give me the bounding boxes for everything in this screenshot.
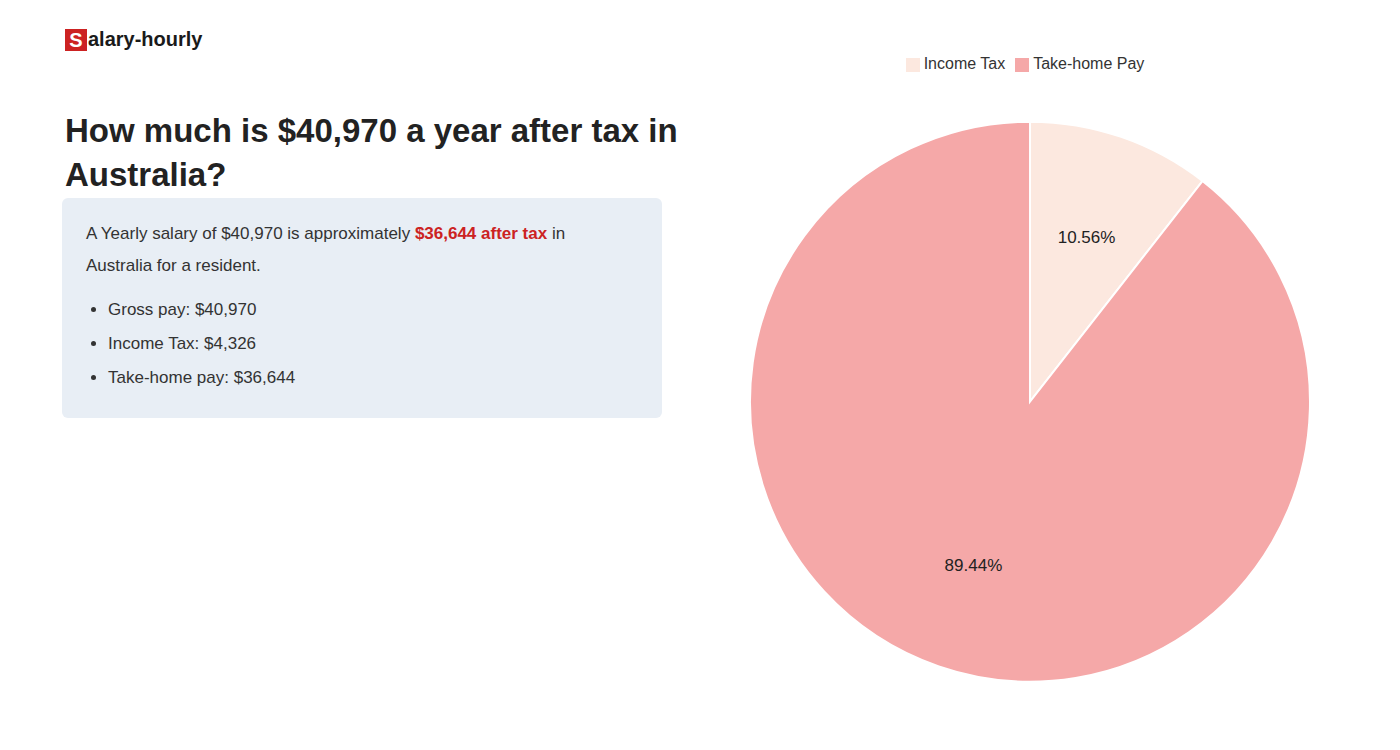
html-text:How much is $40,970 a year aft: How much is $40,970 a year after tax in [65, 112, 678, 149]
html-text:Gross pay: $40,970: Gross pay: $40,970 [108, 300, 257, 319]
html-text:Australia for a resident.: Australia for a resident. [86, 256, 261, 275]
svg-text:10.56%: 10.56% [1058, 228, 1116, 247]
html-text:Income Tax: $4,326: Income Tax: $4,326 [108, 334, 257, 353]
svg-text:89.44%: 89.44% [945, 556, 1003, 575]
html-text:Australia?: Australia? [65, 156, 227, 193]
html-text:Take-home pay: $36,644: Take-home pay: $36,644 [108, 368, 296, 387]
html-text:A Yearly salary of $40,970 is: A Yearly salary of $40,970 is approximat… [86, 224, 566, 243]
html-text:Income Tax: Income Tax [923, 55, 1006, 72]
html-text:Take-home Pay: Take-home Pay [1033, 55, 1145, 72]
html-text:S alary-hourly: S alary-hourly [69, 28, 203, 51]
